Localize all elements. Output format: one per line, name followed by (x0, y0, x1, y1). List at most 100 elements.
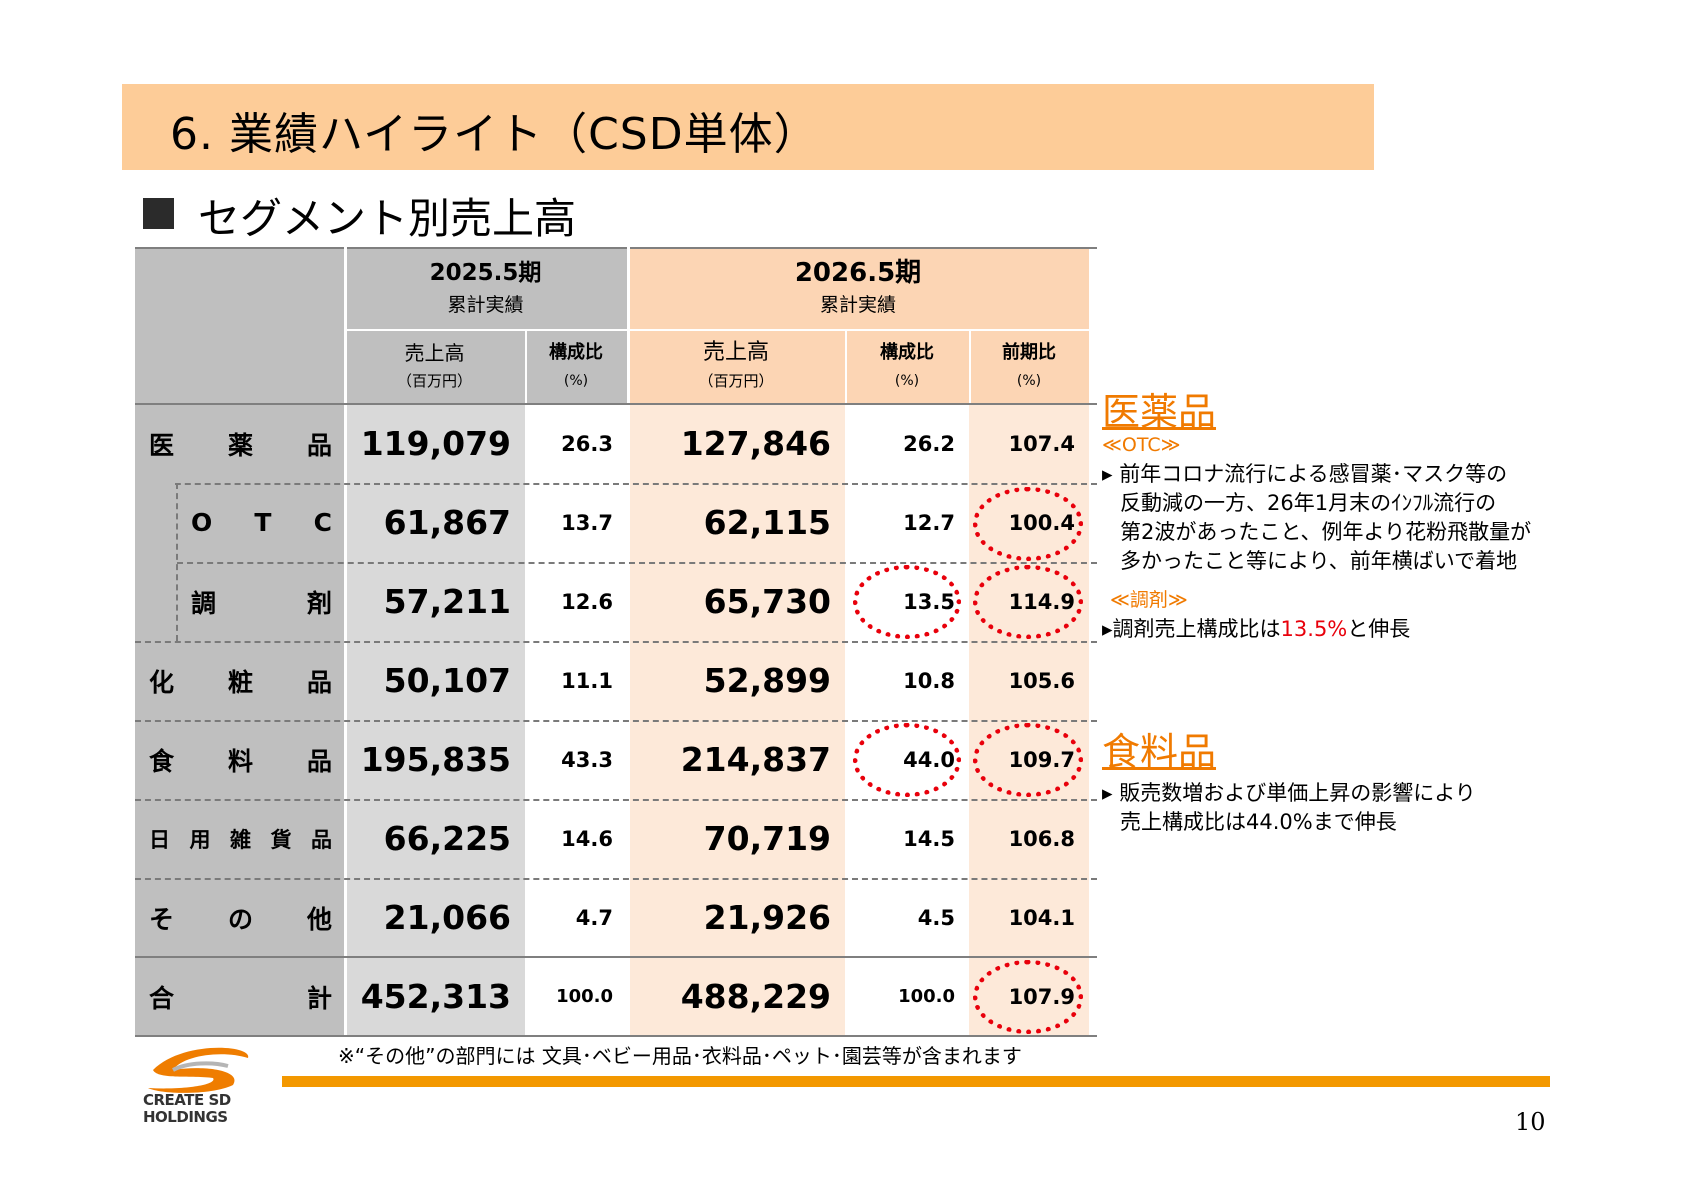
yoy-header: 前期比 (%) (1002, 342, 1056, 389)
highlight-ring-food-yoy (973, 723, 1083, 797)
period1-sales-cell: 452,313 (360, 977, 511, 1016)
period2-sales-cell: 21,926 (703, 898, 831, 937)
period1-ratio-cell: 100.0 (556, 986, 613, 1007)
yoy-cell: 106.8 (1008, 826, 1075, 851)
period2-ratio-header: 構成比 (%) (880, 342, 934, 389)
row-label-char: 医 (149, 430, 175, 460)
dispensing-text: ▸調剤売上構成比は13.5%と伸長 (1102, 617, 1411, 641)
period1-ratio-header: 構成比 (%) (549, 342, 603, 389)
yoy-cell: 107.4 (1008, 431, 1075, 456)
period2-sales-cell: 214,837 (680, 740, 831, 779)
row-label-char: O (191, 508, 213, 537)
row-label-char: 料 (227, 746, 253, 776)
row-label-char: そ (149, 904, 175, 934)
row-label-char: 用 (189, 827, 211, 852)
period2-label: 2026.5期 (794, 258, 922, 288)
period1-ratio-cell: 11.1 (561, 668, 613, 693)
period1-sales-cell: 119,079 (360, 424, 511, 463)
period1-sales-cell: 66,225 (383, 819, 511, 858)
period1-sales-cell: 21,066 (383, 898, 511, 937)
row-label-char: 薬 (227, 430, 253, 460)
period1-ratio-cell: 43.3 (561, 747, 613, 772)
period2-sales-cell: 70,719 (703, 819, 831, 858)
row-label-char: 食 (149, 746, 175, 776)
food-heading: 食料品 (1102, 730, 1217, 774)
segment-sales-table: 2025.5期 累計実績 2026.5期 累計実績 売上高 （百万円） 構成比 (%… (135, 247, 1097, 1037)
row-label-char: C (313, 508, 332, 537)
period1-ratio-cell: 12.6 (561, 589, 613, 614)
period2-sales-cell: 127,846 (680, 424, 831, 463)
row-label-char: 品 (306, 746, 332, 776)
row-label-char: 雑 (230, 827, 251, 852)
highlight-ring-dispensing-yoy (973, 565, 1083, 639)
period2-sales-cell: 62,115 (703, 503, 831, 542)
row-label-char: 他 (306, 904, 332, 934)
food-commentary: 食料品 ▸ 販売数増および単価上昇の影響により 売上構成比は44.0%まで伸長 (1102, 730, 1476, 837)
food-text-2: 売上構成比は44.0%まで伸長 (1120, 810, 1397, 834)
period1-ratio-cell: 4.7 (575, 905, 613, 930)
otc-text-2: 反動減の一方、26年1月末のｲﾝﾌﾙ流行の (1120, 491, 1497, 515)
row-label-char: 貨 (270, 827, 292, 852)
period1-sales-cell: 57,211 (383, 582, 511, 621)
period1-sub: 累計実績 (447, 294, 524, 316)
row-label: 合計 (135, 957, 344, 1036)
row-label-char: 調 (191, 588, 217, 618)
period1-ratio-cell: 13.7 (561, 510, 613, 535)
period2-header: 2026.5期 累計実績 (627, 251, 1089, 327)
page-title: 6. 業績ハイライト（CSD単体） (170, 109, 819, 160)
highlight-ring-food-ratio (853, 723, 961, 797)
row-label-char: 品 (306, 430, 332, 460)
row-label-char: の (227, 904, 253, 934)
highlight-ring-dispensing-ratio (853, 565, 961, 639)
period2-sales-cell: 65,730 (703, 582, 831, 621)
period1-ratio-cell: 26.3 (561, 431, 613, 456)
period2-sales-header: 売上高 （百万円） (698, 340, 774, 390)
section-title: セグメント別売上高 (143, 185, 576, 246)
drug-heading: 医薬品 (1102, 390, 1217, 434)
row-label: 医薬品 (135, 404, 344, 483)
row-label: 日用雑貨品 (135, 799, 344, 878)
row-label-char: 計 (306, 983, 332, 1013)
otc-heading: ≪OTC≫ (1102, 434, 1181, 456)
yoy-cell: 104.1 (1008, 905, 1075, 930)
period1-sales-cell: 61,867 (383, 503, 511, 542)
yoy-cell: 105.6 (1008, 668, 1075, 693)
period2-sales-cell: 488,229 (680, 977, 831, 1016)
period2-ratio-cell: 14.5 (903, 826, 955, 851)
period2-header-bg (627, 247, 1089, 404)
period1-header: 2025.5期 累計実績 (344, 251, 627, 327)
highlight-ring-total-yoy (973, 960, 1083, 1034)
square-bullet-icon (143, 198, 174, 229)
period2-ratio-cell: 26.2 (903, 431, 955, 456)
create-sd-logo-icon (148, 1047, 249, 1093)
row-label-char: 日 (149, 827, 170, 852)
row-label-char: 品 (306, 667, 332, 697)
otc-text-4: 多かったこと等により、前年横ばいで着地 (1120, 549, 1518, 573)
footnote: ※“その他”の部門には 文具･ベビー用品･衣料品･ペット･園芸等が含まれます (338, 1044, 1022, 1068)
company-logo-text: CREATE SD HOLDINGS (143, 1091, 231, 1126)
row-label-char: 品 (311, 827, 332, 852)
period2-sub: 累計実績 (819, 294, 896, 316)
period2-ratio-cell: 4.5 (917, 905, 955, 930)
period1-sales-cell: 50,107 (383, 661, 511, 700)
period2-ratio-cell: 12.7 (903, 510, 955, 535)
period1-label: 2025.5期 (429, 260, 542, 286)
row-label: 調剤 (177, 562, 344, 641)
row-label-char: 合 (149, 983, 175, 1013)
highlight-ring-otc-yoy (973, 487, 1083, 561)
otc-text-1: ▸ 前年コロナ流行による感冒薬･マスク等の (1102, 462, 1508, 486)
row-label-char: 粧 (227, 667, 253, 697)
row-label: その他 (135, 878, 344, 957)
page-number: 10 (1515, 1108, 1546, 1136)
title-bar: 6. 業績ハイライト（CSD単体） (122, 84, 1374, 170)
period1-sales-cell: 195,835 (360, 740, 511, 779)
otc-text-3: 第2波があったこと、例年より花粉飛散量が (1120, 520, 1532, 544)
footer-rule (282, 1076, 1550, 1087)
row-label-char: 化 (149, 667, 175, 697)
drug-commentary: 医薬品 ≪OTC≫ ▸ 前年コロナ流行による感冒薬･マスク等の 反動減の一方、2… (1102, 390, 1532, 644)
dispensing-heading: ≪調剤≫ (1110, 589, 1188, 611)
row-label: 化粧品 (135, 641, 344, 720)
period2-ratio-cell: 100.0 (898, 986, 955, 1007)
period1-ratio-cell: 14.6 (561, 826, 613, 851)
